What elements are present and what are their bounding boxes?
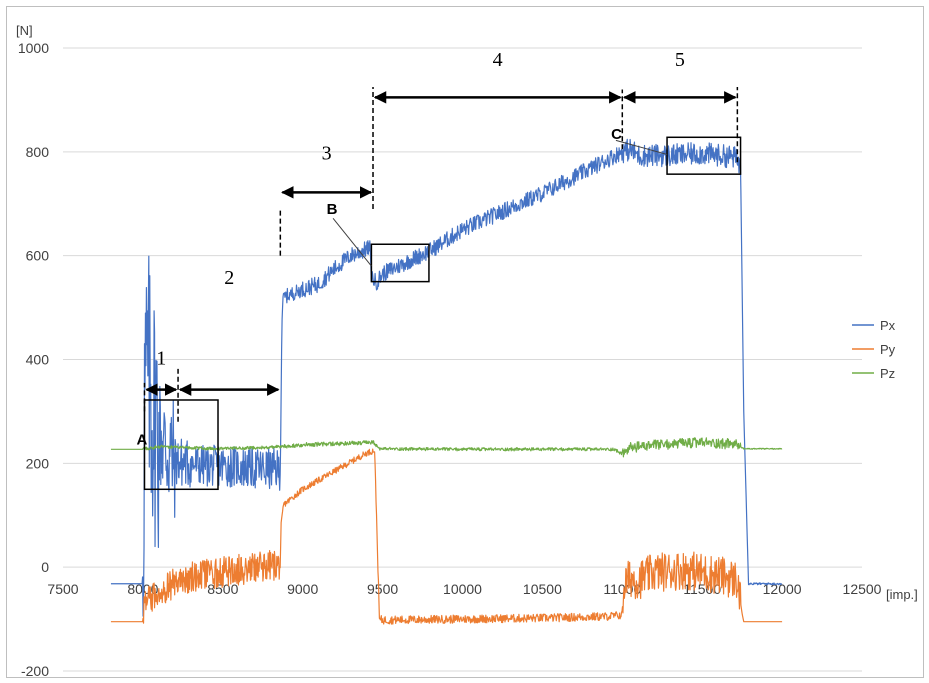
annotation-leader-c (615, 139, 668, 155)
y-tick-label: 1000 (18, 40, 49, 56)
legend-label-px: Px (880, 318, 896, 333)
segment-label-2: 2 (224, 267, 234, 289)
annotation-box-b (370, 243, 430, 283)
x-axis-unit: [imp.] (886, 587, 918, 602)
segment-label-5: 5 (675, 49, 685, 71)
x-tick-label: 12000 (763, 581, 802, 597)
y-tick-label: 800 (26, 144, 50, 160)
series-line-pz (110, 437, 783, 458)
y-tick-label: 400 (26, 352, 50, 368)
x-tick-label: 10500 (523, 581, 562, 597)
annotation-leader-b (332, 217, 372, 267)
x-tick-label: 9500 (367, 581, 398, 597)
y-tick-label: 0 (41, 559, 49, 575)
series-line-py (110, 448, 783, 625)
annotation-label-c: C (611, 126, 622, 143)
y-tick-label: 600 (26, 248, 50, 264)
annotation-box-a (143, 399, 219, 491)
x-tick-label: 9000 (287, 581, 318, 597)
segment-label-1: 1 (156, 348, 166, 370)
series-line-px (110, 138, 783, 617)
annotation-label-a: A (137, 432, 148, 449)
series-lines (110, 138, 783, 625)
y-tick-label: 200 (26, 455, 50, 471)
x-tick-label: 11000 (603, 581, 641, 597)
annotation-box-c (666, 136, 742, 175)
annotation-label-b: B (327, 201, 338, 218)
y-tick-label: -200 (21, 663, 49, 679)
x-tick-label: 10000 (443, 581, 482, 597)
legend-label-pz: Pz (880, 366, 895, 381)
segment-label-3: 3 (322, 143, 332, 165)
y-tick-labels: -200 0 200 400 600 800 1000 (18, 40, 49, 679)
annotation-overlays: 1 2 3 4 5 A B C (137, 49, 742, 491)
legend: Px Py Pz (852, 318, 896, 381)
x-tick-label: 7500 (47, 581, 78, 597)
x-tick-label: 12500 (843, 581, 882, 597)
chart-frame (6, 6, 924, 678)
segment-label-4: 4 (493, 49, 503, 71)
legend-label-py: Py (880, 342, 896, 357)
y-axis-unit: [N] (16, 23, 33, 38)
